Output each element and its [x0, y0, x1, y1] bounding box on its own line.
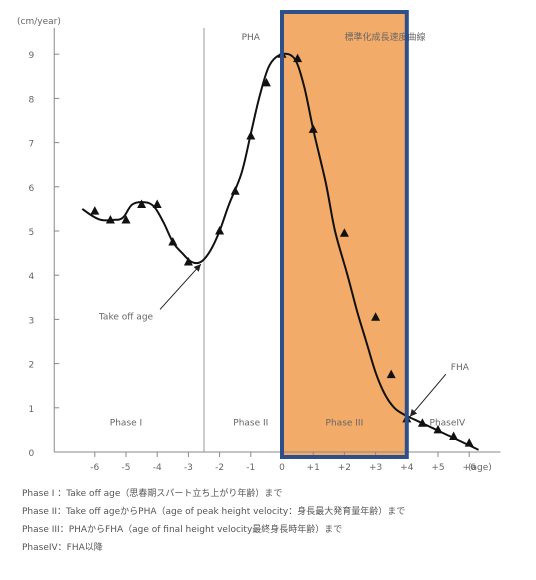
- x-tick-label: -2: [215, 463, 224, 473]
- annotation-label-1: FHA: [451, 363, 470, 373]
- top-label-1: 標準化成長速度曲線: [344, 31, 425, 43]
- y-axis-label: (cm/year): [17, 17, 61, 27]
- y-tick-label: 5: [29, 228, 35, 238]
- annotation-arrow-line-1: [409, 373, 447, 417]
- annotation-arrow-head-1: [409, 409, 418, 417]
- data-point-marker: [215, 226, 225, 235]
- x-axis-label: (age): [468, 463, 492, 473]
- phase-label-1: Phase I: [110, 418, 142, 428]
- data-point-marker: [105, 214, 115, 224]
- phase-label-4: PhaseIV: [430, 418, 467, 428]
- data-point-marker: [386, 369, 396, 379]
- data-point-marker: [183, 256, 193, 266]
- legend-line-phase-3: Phase III：PHAからFHA（age of final height v…: [22, 525, 343, 535]
- phase-label-3: Phase III: [326, 418, 364, 428]
- x-tick-label: +2: [338, 463, 351, 473]
- data-point-marker: [449, 431, 459, 441]
- x-tick-label: -4: [153, 463, 162, 473]
- data-point-marker: [433, 424, 443, 434]
- data-point-marker: [152, 199, 162, 208]
- x-tick-label: -6: [90, 463, 99, 473]
- y-tick-label: 2: [29, 361, 35, 371]
- x-tick-label: +1: [307, 463, 320, 473]
- legend-line-phase-2: Phase II：Take off ageからPHA（age of peak h…: [22, 507, 406, 517]
- growth-velocity-chart: 0 1 2 3 4 5 6 7 8 9 (cm/year) -6 -5 -4 -3 -2 -1 0 +1 +2 +3 +4…: [17, 10, 501, 473]
- data-point-marker: [137, 199, 147, 208]
- data-point-marker: [308, 124, 318, 133]
- phase-label-2: Phase II: [233, 418, 268, 428]
- y-tick-label: 1: [29, 405, 35, 415]
- y-tick-label: 0: [29, 449, 35, 459]
- data-point-marker: [417, 418, 427, 427]
- phase-legend: Phase I ：Take off age（思春期スパート立ち上がり年齢）まで …: [22, 485, 532, 557]
- data-point-marker: [261, 77, 271, 87]
- y-tick-label: 7: [29, 140, 35, 150]
- x-tick-label: -1: [246, 463, 255, 473]
- x-tick-label: +4: [400, 463, 414, 473]
- legend-line-phase-1: Phase I ：Take off age（思春期スパート立ち上がり年齢）まで: [22, 489, 283, 499]
- x-tick-label: +3: [369, 463, 382, 473]
- x-tick-label: +6: [463, 463, 477, 473]
- y-tick-label: 3: [29, 316, 35, 326]
- data-point-marker: [90, 206, 100, 215]
- legend-line-phase-4: PhaseIV：FHA以降: [22, 543, 103, 553]
- data-point-marker: [168, 237, 178, 246]
- y-tick-label: 8: [29, 95, 35, 105]
- x-tick-label: 0: [279, 463, 285, 473]
- annotation-label-0: Take off age: [98, 312, 154, 322]
- top-label-0: PHA: [242, 33, 261, 43]
- y-tick-label: 6: [29, 184, 35, 194]
- x-tick-label: +5: [431, 463, 444, 473]
- x-tick-label: -3: [184, 463, 193, 473]
- data-point-marker: [121, 214, 131, 224]
- y-tick-label: 9: [29, 51, 35, 61]
- data-point-marker: [293, 53, 303, 63]
- data-point-marker: [371, 312, 381, 321]
- x-tick-label: -5: [122, 463, 131, 473]
- y-tick-label: 4: [29, 272, 35, 282]
- data-point-marker: [339, 228, 349, 237]
- data-point-marker: [230, 186, 240, 195]
- annotation-arrow-line-0: [159, 263, 202, 310]
- phase-3-highlight-border: [280, 10, 409, 459]
- annotation-arrow-head-0: [193, 264, 201, 272]
- data-point-marker: [246, 130, 256, 140]
- data-point-marker: [464, 438, 474, 447]
